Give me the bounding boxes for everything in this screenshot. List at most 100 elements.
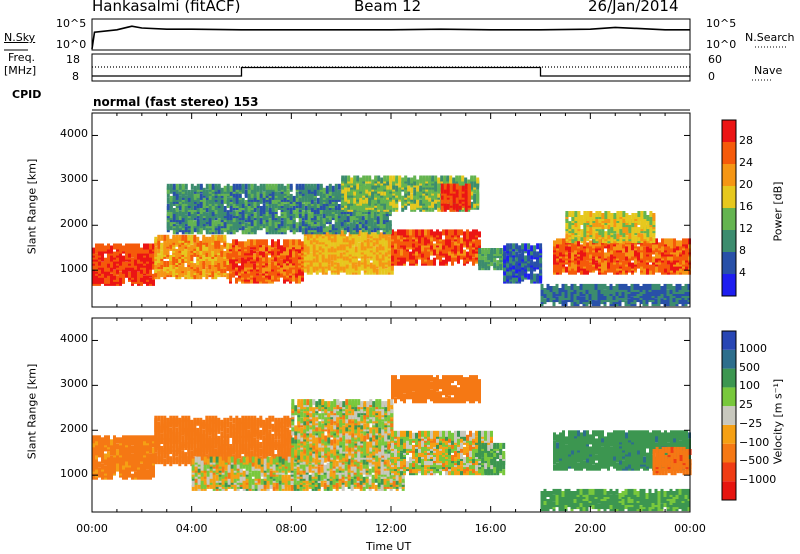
power-cell — [586, 254, 589, 261]
power-cell — [229, 214, 233, 221]
power-cell — [633, 283, 637, 290]
power-cell — [119, 251, 122, 258]
power-cell — [116, 275, 119, 282]
power-cell — [607, 250, 610, 257]
power-cell — [610, 237, 614, 244]
cpid-label: CPID — [12, 88, 42, 101]
power-cell — [568, 264, 571, 271]
power-cell — [143, 255, 146, 262]
power-cell — [527, 265, 531, 272]
power-cell — [646, 246, 649, 253]
power-cell — [277, 191, 281, 198]
power-cell — [244, 212, 248, 219]
power-cell — [585, 283, 589, 290]
power-cell — [618, 290, 622, 296]
power-cell — [640, 219, 644, 225]
power-cell — [631, 217, 635, 223]
power-cell — [676, 268, 679, 275]
power-cell — [521, 243, 525, 250]
power-cell — [312, 256, 316, 263]
power-cell — [134, 247, 137, 254]
power-cell — [637, 227, 641, 234]
power-cell — [226, 222, 230, 229]
power-cell — [229, 271, 232, 278]
power-cell — [571, 211, 575, 217]
power-cell — [202, 259, 206, 265]
power-cell — [304, 200, 308, 206]
power-cell — [543, 288, 547, 294]
power-cell — [409, 251, 412, 258]
power-cell — [339, 242, 343, 249]
power-cell — [340, 212, 344, 219]
power-cell — [583, 268, 586, 275]
power-cell — [289, 222, 293, 229]
power-cell — [110, 265, 113, 272]
power-cell — [401, 195, 405, 202]
power-cell — [196, 183, 200, 190]
power-cell — [217, 246, 221, 253]
power-cell — [454, 255, 457, 262]
power-cell — [595, 262, 598, 269]
power-cell — [640, 211, 644, 217]
power-cell — [580, 215, 584, 221]
power-cell — [199, 183, 203, 190]
power-cell — [337, 216, 341, 223]
power-cell — [625, 213, 629, 219]
power-cell — [464, 189, 468, 196]
power-cell — [277, 216, 281, 223]
power-cell — [328, 224, 332, 231]
power-cell — [196, 236, 200, 243]
power-cell — [670, 264, 673, 271]
power-cell — [395, 201, 399, 208]
power-cell — [256, 185, 260, 192]
power-cell — [306, 252, 310, 259]
power-cell — [604, 268, 607, 275]
power-cell — [202, 202, 206, 208]
power-cell — [286, 202, 290, 208]
power-cell — [365, 187, 369, 194]
power-cell — [256, 239, 259, 246]
power-cell — [368, 189, 372, 196]
power-cell — [348, 238, 352, 245]
power-cell — [214, 255, 218, 261]
power-cell — [395, 185, 399, 192]
power-cell — [592, 264, 595, 271]
power-cell — [265, 206, 269, 212]
power-cell — [238, 257, 241, 264]
power-cell — [543, 292, 547, 298]
power-cell — [107, 253, 110, 260]
power-cell — [515, 259, 519, 266]
power-cell — [104, 245, 107, 252]
power-cell — [241, 218, 245, 225]
power-cell — [457, 229, 460, 236]
power-cell — [403, 239, 406, 246]
power-cell — [475, 251, 478, 258]
power-cell — [592, 213, 596, 219]
power-cell — [645, 292, 649, 298]
power-cell — [515, 251, 519, 258]
power-cell — [613, 233, 617, 240]
power-cell — [676, 244, 679, 251]
power-heatmap-cells — [92, 175, 691, 307]
power-cell — [310, 220, 314, 227]
power-cell — [616, 215, 620, 221]
power-cell — [166, 210, 170, 217]
power-cell — [403, 247, 406, 254]
power-cell — [643, 211, 647, 217]
power-cell — [131, 267, 134, 274]
power-cell — [309, 238, 313, 245]
power-cell — [343, 212, 347, 219]
power-cell — [363, 248, 367, 255]
power-cell — [571, 240, 574, 247]
power-cell — [232, 271, 235, 278]
power-cell — [316, 208, 320, 214]
power-cell — [364, 224, 368, 231]
power-cell — [416, 183, 420, 190]
power-cell — [646, 231, 650, 238]
power-cell — [555, 288, 559, 294]
power-cell — [304, 195, 308, 202]
power-cell — [409, 229, 412, 236]
power-cell — [387, 236, 391, 243]
power-cell — [235, 183, 239, 190]
power-cell — [298, 195, 302, 202]
